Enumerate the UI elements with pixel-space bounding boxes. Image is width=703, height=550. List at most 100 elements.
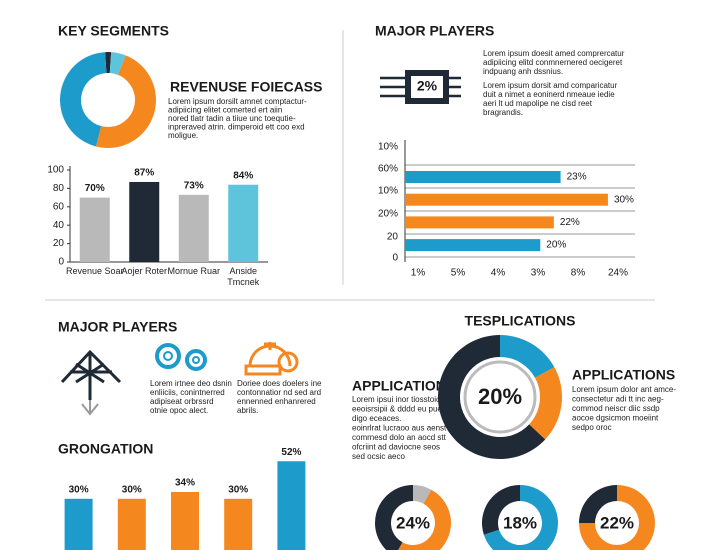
value-label: 30% [69,484,89,495]
paragraph-line: adipiseat orbrssrd [150,397,214,406]
value-label: 84% [233,170,253,181]
value-label: 30% [228,484,248,495]
x-label-box: Mornue Ruar [167,266,221,276]
bar [277,461,306,550]
column-label: 24% [608,268,628,279]
center-label: 18% [503,513,537,532]
bar [64,498,93,550]
y-tick-label: 0 [58,257,64,268]
column-label: 8% [571,268,586,279]
y-tick-label: 60 [53,201,65,212]
center-label: 22% [600,513,634,532]
paragraph-line: abrils. [237,406,258,415]
y-tick-label: 40 [53,220,65,231]
x-tick-label: Mornue Ruar [167,266,221,276]
paragraph-line: inpreraved atrin. dimperoid ett coo exd [168,123,305,132]
structure-icon [60,349,122,416]
section-title: MAJOR PLAYERS [58,319,177,335]
donut-segment [375,485,413,550]
gears-icon [155,343,207,371]
bar [171,491,199,550]
section-title: GRONGATION [58,441,153,457]
x-tick-label: Revenue Soar [65,266,124,276]
y-tick-label: 20 [53,238,65,249]
donut-segment [438,335,546,459]
y-tick-label: 100 [47,165,64,176]
donut-segment [529,367,562,440]
paragraph-line: nored tlatr tadin a tiiue unc toequtie- [168,114,296,123]
row-label: 10% [378,142,398,153]
bar [117,498,146,550]
section-title: TESPLICATIONS [465,313,576,329]
bar [405,216,554,229]
paragraph-line: ofcriint ad daviocne seos [352,443,440,452]
bar [79,197,110,262]
column-label: 5% [451,268,466,279]
heading: APPLICATIONS [572,367,675,383]
value-label: 30% [614,194,634,205]
paragraph-line: ennenned enhanrered [237,397,316,406]
bar [228,184,259,262]
row-label: 60% [378,164,398,175]
paragraph-line: commod neiscr diic ssdp [572,404,660,413]
paragraph-line: moligue. [168,131,198,140]
paragraph-line: otnie opoc alect. [150,406,208,415]
paragraph-line: enliiciis, conintnerred [150,388,225,397]
paragraph-line: aeri lt ud mapolipe ne cisd reet [483,99,593,108]
inner-ring [463,360,537,434]
center-label: 24% [396,513,430,532]
bar [405,171,561,183]
donut-segment [109,52,126,75]
chip-icon [380,70,461,104]
column-label: 3% [531,268,546,279]
value-label: 20% [546,240,566,251]
bar [405,193,608,206]
paragraph-line: bragrandis. [483,108,523,117]
paragraph-line: Doriee does doelers ine [237,379,322,388]
paragraph-line: Lorem ipsum doesit amed comprercatur [483,49,625,58]
donut-segment [500,335,555,378]
paragraph-line: Lorem ipsum dorsilt amnet comptactur- [168,97,307,106]
value-label: 23% [567,172,587,183]
value-label: 30% [122,484,142,495]
paragraph-line: adipiicing elitd conmnernered oecigeret [483,58,623,67]
heading: REVENUSE FOIECASS [170,79,322,95]
row-label: 10% [378,186,398,197]
row-label: 20 [387,232,399,243]
paragraph-line: sedpo oroc [572,423,612,432]
donut-segment [105,52,112,74]
paragraph-line: comrnesd dolo an aocd stt [352,433,447,442]
paragraph-line: sed ocsic aeco [352,452,405,461]
donut-segment [398,489,451,550]
donut-segment [579,485,655,550]
center-label: 20% [478,384,522,409]
chip-label: 2% [417,78,438,94]
paragraph-line: contonnatior nd sed ard [237,388,321,397]
paragraph-line: eoinrlrat lucraoo aus aenst [352,424,447,433]
column-label: 4% [491,268,506,279]
paragraph-line: digo eceaces. [352,414,401,423]
paragraph-line: Lorem ipsui inor tiosstoic [352,395,440,404]
x-tick-label: Anside Tmcnek [227,266,260,287]
paragraph-line: Lorem irtnee deo dsnin [150,379,232,388]
x-label-box: Anside Tmcnek [227,266,260,287]
donut-segment [579,485,617,523]
value-label: 87% [134,168,154,179]
donut-segment [482,485,520,535]
section-title: MAJOR PLAYERS [375,23,494,39]
bar [129,181,160,262]
x-tick-label: Aojer Roter [121,266,168,276]
heading: APPLICATIONS [352,378,455,394]
paragraph-line: aocoe dgsicmon moeiint [572,414,659,423]
paragraph-line: consectetur adi tt inc aeg- [572,395,664,404]
x-label-box: Revenue Soar [65,266,124,276]
section-title: KEY SEGMENTS [58,23,169,39]
row-label: 0 [392,253,398,264]
paragraph-line: Lorem ipsum dolor ant amce- [572,385,676,394]
paragraph-line: Lorem ipsum dorsit amd comparicatur [483,81,618,90]
value-label: 34% [175,478,195,489]
donut-segment [95,55,157,149]
column-label: 1% [411,268,426,279]
bar [405,239,541,252]
